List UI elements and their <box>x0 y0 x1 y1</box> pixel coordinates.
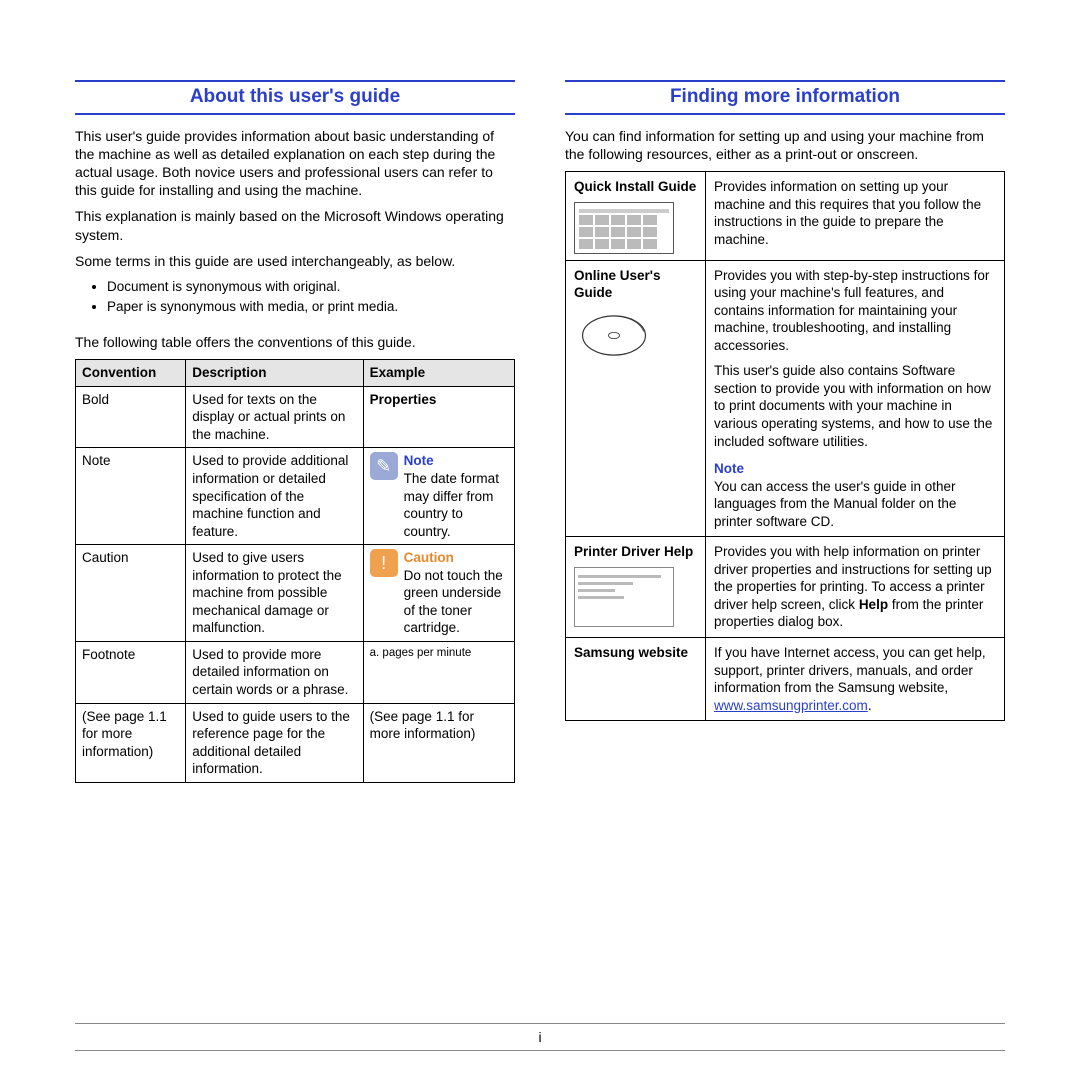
page-columns: About this user's guide This user's guid… <box>75 80 1005 783</box>
cell-example: Properties <box>363 386 514 448</box>
page-number: i <box>538 1029 541 1045</box>
cell-example: (See page 1.1 for more information) <box>363 703 514 782</box>
about-para-4: The following table offers the conventio… <box>75 333 515 351</box>
samsung-link[interactable]: www.samsungprinter.com <box>714 698 868 713</box>
note-body: You can access the user's guide in other… <box>714 479 956 529</box>
info-body: If you have Internet access, you can get… <box>706 638 1005 721</box>
th-example: Example <box>363 360 514 387</box>
cell-description: Used for texts on the display or actual … <box>186 386 363 448</box>
bullet-2: Paper is synonymous with media, or print… <box>107 298 515 316</box>
table-row: Bold Used for texts on the display or ac… <box>76 386 515 448</box>
note-icon: ✎ <box>370 452 398 480</box>
table-row: Quick Install Guide Provides information… <box>566 172 1005 261</box>
info-label: Quick Install Guide <box>574 178 697 196</box>
online-body-2: This user's guide also contains Software… <box>714 363 992 448</box>
note-body: The date format may differ from country … <box>404 471 499 539</box>
info-table: Quick Install Guide Provides information… <box>565 171 1005 721</box>
table-row: Footnote Used to provide more detailed i… <box>76 641 515 703</box>
cell-example: ✎ Note The date format may differ from c… <box>363 448 514 545</box>
about-bullets: Document is synonymous with original. Pa… <box>75 278 515 315</box>
cell-description: Used to give users information to protec… <box>186 545 363 642</box>
table-header-row: Convention Description Example <box>76 360 515 387</box>
help-bold: Help <box>859 597 888 612</box>
cell-convention: (See page 1.1 for more information) <box>76 703 186 782</box>
cell-example: a. pages per minute <box>363 641 514 703</box>
cell-description: Used to provide additional information o… <box>186 448 363 545</box>
about-para-2: This explanation is mainly based on the … <box>75 207 515 243</box>
example-bold: Properties <box>370 392 437 407</box>
note-label: Note <box>404 453 434 468</box>
table-row: Note Used to provide additional informat… <box>76 448 515 545</box>
cell-convention: Caution <box>76 545 186 642</box>
caution-icon: ! <box>370 549 398 577</box>
table-row: (See page 1.1 for more information) Used… <box>76 703 515 782</box>
info-label: Printer Driver Help <box>574 543 697 561</box>
bullet-1: Document is synonymous with original. <box>107 278 515 296</box>
page-footer: i <box>75 1023 1005 1051</box>
table-row: Online User's Guide Provides you with st… <box>566 260 1005 537</box>
cell-example: ! Caution Do not touch the green undersi… <box>363 545 514 642</box>
info-label-cell: Samsung website <box>566 638 706 721</box>
table-row: Samsung website If you have Internet acc… <box>566 638 1005 721</box>
cell-convention: Bold <box>76 386 186 448</box>
table-row: Caution Used to give users information t… <box>76 545 515 642</box>
samsung-body: If you have Internet access, you can get… <box>714 645 986 695</box>
cell-convention: Footnote <box>76 641 186 703</box>
samsung-body-end: . <box>868 698 872 713</box>
cd-icon <box>574 308 654 363</box>
section-title-about: About this user's guide <box>75 80 515 115</box>
caution-body: Do not touch the green underside of the … <box>404 568 503 636</box>
info-label-cell: Online User's Guide <box>566 260 706 537</box>
info-label-cell: Printer Driver Help <box>566 537 706 638</box>
info-body: Provides information on setting up your … <box>706 172 1005 261</box>
section-title-finding: Finding more information <box>565 80 1005 115</box>
about-para-3: Some terms in this guide are used interc… <box>75 252 515 270</box>
cell-convention: Note <box>76 448 186 545</box>
info-body: Provides you with step-by-step instructi… <box>706 260 1005 537</box>
right-column: Finding more information You can find in… <box>565 80 1005 783</box>
table-row: Printer Driver Help Provides you with he… <box>566 537 1005 638</box>
quick-install-thumb-icon <box>574 202 674 254</box>
info-body: Provides you with help information on pr… <box>706 537 1005 638</box>
dialog-thumb-icon <box>574 567 674 627</box>
th-description: Description <box>186 360 363 387</box>
note-label: Note <box>714 461 744 476</box>
cell-description: Used to guide users to the reference pag… <box>186 703 363 782</box>
finding-intro: You can find information for setting up … <box>565 127 1005 163</box>
about-para-1: This user's guide provides information a… <box>75 127 515 200</box>
conventions-table: Convention Description Example Bold Used… <box>75 359 515 782</box>
info-label-cell: Quick Install Guide <box>566 172 706 261</box>
info-label: Samsung website <box>574 644 697 662</box>
left-column: About this user's guide This user's guid… <box>75 80 515 783</box>
info-label: Online User's Guide <box>574 267 697 302</box>
online-body-1: Provides you with step-by-step instructi… <box>714 268 989 353</box>
cell-description: Used to provide more detailed informatio… <box>186 641 363 703</box>
caution-label: Caution <box>404 550 454 565</box>
th-convention: Convention <box>76 360 186 387</box>
